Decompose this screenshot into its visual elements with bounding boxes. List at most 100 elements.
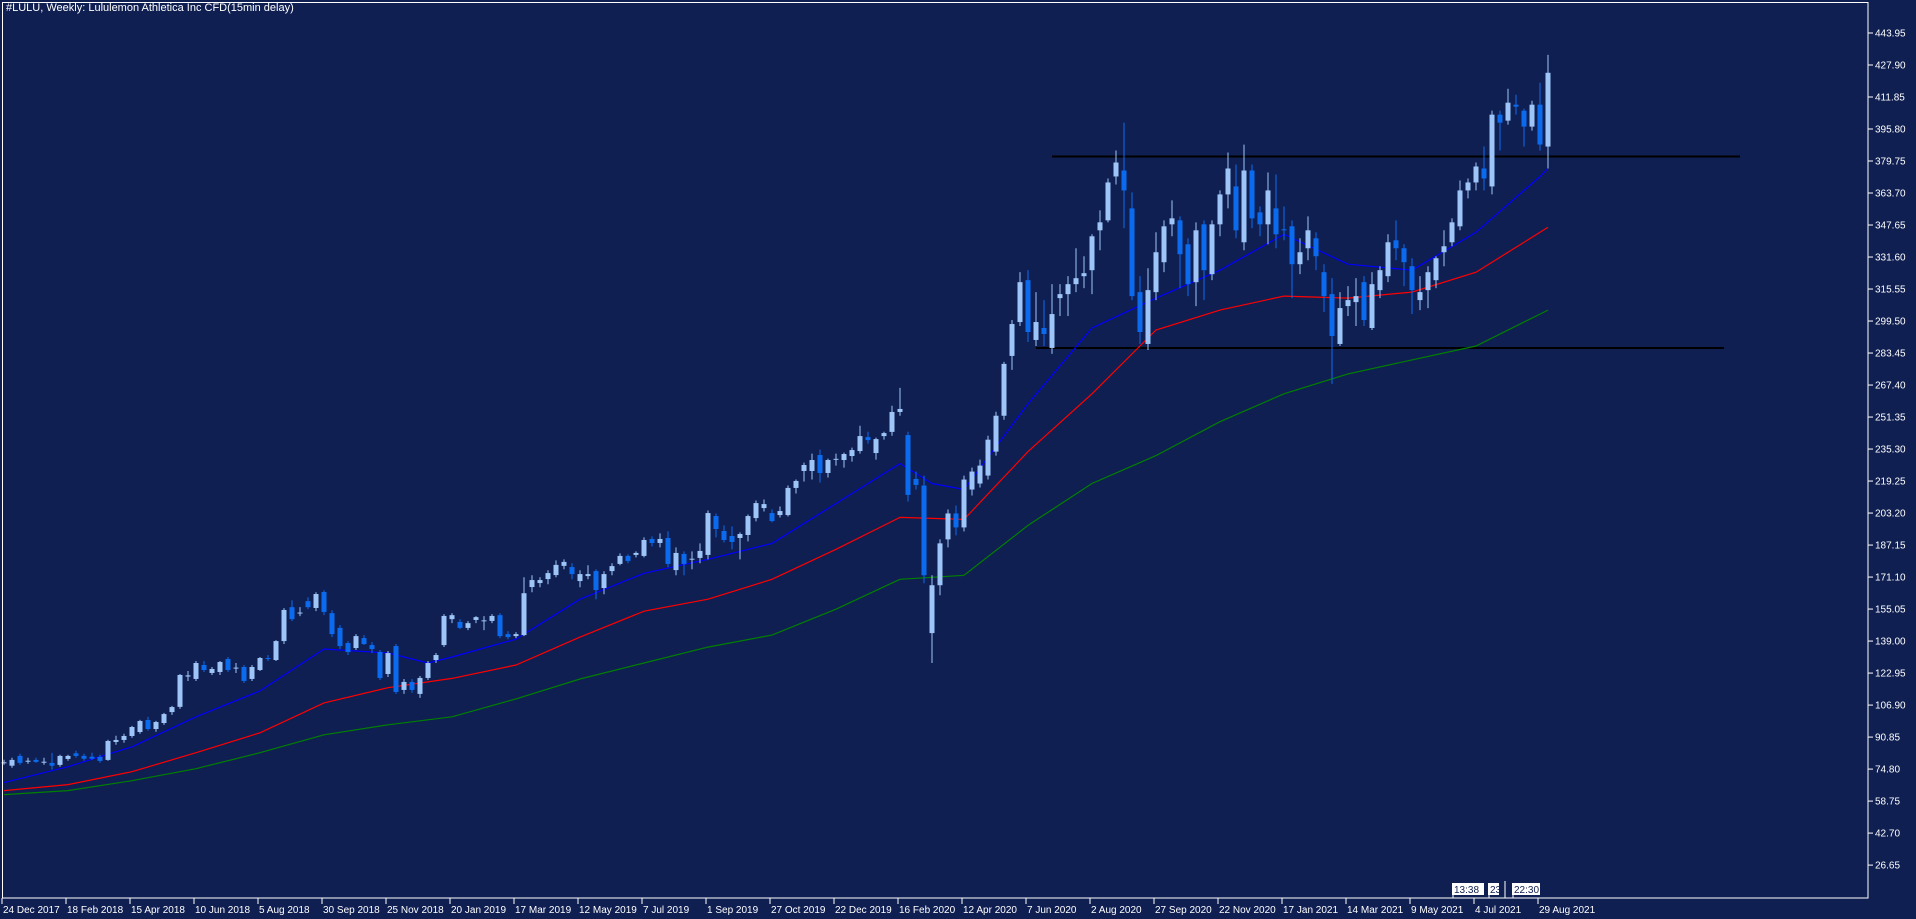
- candle: [345, 641, 351, 656]
- candle-body: [1353, 296, 1359, 303]
- x-tick-label: 7 Jun 2020: [1027, 905, 1077, 916]
- candle-body: [953, 513, 959, 528]
- chart-title: #LULU, Weekly: Lululemon Athletica Inc C…: [6, 2, 294, 14]
- candle-body: [993, 415, 999, 452]
- candle: [97, 754, 103, 763]
- candle-body: [97, 756, 103, 761]
- candle: [1353, 278, 1359, 327]
- candle: [185, 670, 191, 681]
- candle: [673, 547, 679, 576]
- candle: [1241, 144, 1247, 251]
- candle: [1193, 222, 1199, 307]
- candle-body: [1497, 114, 1503, 123]
- candle-body: [73, 753, 79, 756]
- time-marker-label: 23: [1488, 883, 1502, 898]
- candle-body: [1169, 218, 1175, 225]
- candle-body: [377, 652, 383, 678]
- candle: [1073, 248, 1079, 293]
- candle: [1321, 264, 1327, 313]
- candle-body: [1441, 246, 1447, 253]
- candle: [49, 752, 55, 770]
- candle-body: [1289, 226, 1295, 265]
- candle: [657, 533, 663, 548]
- chart-frame: [2, 2, 1869, 899]
- candle: [297, 607, 303, 617]
- candle: [969, 467, 975, 496]
- candle-body: [137, 721, 143, 732]
- candle-body: [1097, 222, 1103, 231]
- candle-body: [361, 638, 367, 645]
- candle: [9, 757, 15, 768]
- candle-body: [1377, 270, 1383, 291]
- candle: [705, 510, 711, 560]
- candle-body: [761, 504, 767, 509]
- candle: [1425, 266, 1431, 309]
- candle: [1465, 178, 1471, 199]
- candle: [857, 425, 863, 454]
- candle-body: [153, 722, 159, 730]
- candle-body: [529, 580, 535, 588]
- candle-body: [1313, 238, 1319, 257]
- candle-body: [561, 561, 567, 566]
- candle-body: [1017, 282, 1023, 323]
- candle-body: [617, 555, 623, 564]
- candle-body: [601, 574, 607, 589]
- candle-body: [1121, 170, 1127, 191]
- candle: [1201, 220, 1207, 301]
- candle: [1481, 146, 1487, 191]
- candle: [25, 757, 31, 764]
- candle-body: [449, 615, 455, 620]
- candle: [913, 471, 919, 490]
- candle-body: [505, 634, 511, 638]
- candle-body: [193, 663, 199, 679]
- x-tick-label: 12 May 2019: [579, 905, 637, 916]
- candle-body: [633, 552, 639, 555]
- candle-body: [1457, 190, 1463, 227]
- candle-body: [1329, 294, 1335, 336]
- y-tick-label: 379.75: [1875, 157, 1906, 168]
- candle: [1513, 94, 1519, 115]
- x-tick-label: 22 Nov 2020: [1219, 905, 1276, 916]
- candle: [201, 661, 207, 672]
- candle: [1049, 284, 1055, 354]
- y-tick-label: 347.65: [1875, 221, 1906, 232]
- svg-text:13:38: 13:38: [1454, 885, 1479, 896]
- candle-body: [865, 437, 871, 441]
- candle-body: [793, 480, 799, 488]
- candle-body: [1465, 182, 1471, 191]
- y-tick-label: 90.85: [1875, 733, 1900, 744]
- candle: [465, 621, 471, 631]
- candle: [953, 505, 959, 536]
- candle-body: [513, 634, 519, 637]
- candle: [817, 449, 823, 483]
- candle: [937, 539, 943, 596]
- candle: [457, 619, 463, 630]
- candle-body: [1089, 236, 1095, 271]
- candle-body: [113, 739, 119, 742]
- candle: [1089, 234, 1095, 295]
- candle-body: [1073, 278, 1079, 285]
- x-tick-label: 1 Sep 2019: [707, 905, 759, 916]
- candle: [1225, 152, 1231, 209]
- candle: [313, 592, 319, 612]
- candle-body: [1081, 273, 1087, 277]
- candle: [553, 560, 559, 578]
- y-tick-label: 42.70: [1875, 829, 1900, 840]
- candle-body: [1281, 229, 1287, 231]
- candle: [1017, 272, 1023, 327]
- candle: [1041, 300, 1047, 346]
- candle: [401, 678, 407, 694]
- candle-body: [457, 621, 463, 628]
- candle: [113, 735, 119, 745]
- candle-body: [881, 433, 887, 437]
- candle: [537, 577, 543, 588]
- candle: [89, 752, 95, 760]
- candle: [265, 655, 271, 662]
- candle-body: [553, 564, 559, 576]
- candle: [1257, 206, 1263, 237]
- candle: [881, 431, 887, 440]
- y-tick-label: 363.70: [1875, 189, 1906, 200]
- candle-body: [497, 615, 503, 637]
- candle: [1169, 200, 1175, 237]
